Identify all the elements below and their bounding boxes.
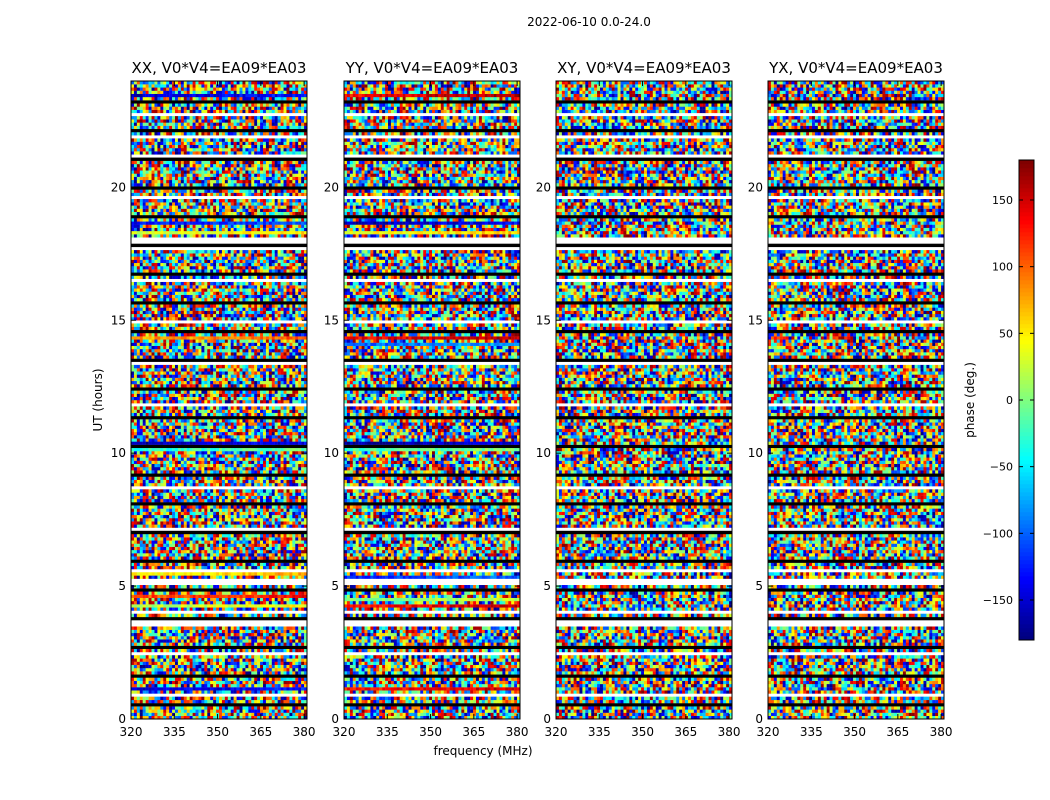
x-tick-label: 380 [506, 725, 529, 739]
x-tick-label: 335 [588, 725, 611, 739]
panel-yx: YX, V0*V4=EA09*EA03 320 335 350 365 380 0 5 10 15… [748, 59, 953, 739]
x-tick-label: 365 [674, 725, 697, 739]
x-tick-label: 320 [545, 725, 568, 739]
y-tick-label: 5 [118, 579, 126, 593]
panel-yx-cells [768, 81, 945, 720]
x-tick-label: 320 [757, 725, 780, 739]
x-tick-label: 320 [333, 725, 356, 739]
colorbar-tick-label: 100 [992, 261, 1013, 274]
panel-yy: YY, V0*V4=EA09*EA03 320 335 350 365 380 0 5 10 15… [324, 59, 529, 739]
y-tick-label: 5 [755, 579, 763, 593]
y-tick-label: 5 [331, 579, 339, 593]
colorbar-tick-label: 50 [999, 327, 1013, 340]
x-tick-label: 365 [886, 725, 909, 739]
panel-yy-cells [344, 81, 521, 720]
figure-suptitle: 2022-06-10 0.0-24.0 [527, 15, 651, 29]
x-tick-label: 380 [930, 725, 953, 739]
colorbar-tick-label: 0 [1006, 394, 1013, 407]
colorbar-gradient [1019, 160, 1034, 641]
x-tick-label: 350 [206, 725, 229, 739]
colorbar-tick-label: −100 [983, 527, 1013, 540]
y-tick-label: 0 [543, 712, 551, 726]
x-tick-label: 380 [293, 725, 316, 739]
x-tick-label: 350 [419, 725, 442, 739]
x-axis-label: frequency (MHz) [433, 744, 532, 758]
colorbar: 150 100 50 0 −50 −100 −150 phase (deg.) [963, 159, 1035, 641]
panel-xy-cells [556, 81, 733, 720]
panel-xx-title: XX, V0*V4=EA09*EA03 [132, 59, 307, 77]
panel-xx-frame [130, 80, 308, 720]
y-tick-label: 10 [324, 446, 339, 460]
panel-yx-frame [767, 80, 945, 720]
panel-xy: XY, V0*V4=EA09*EA03 320 335 350 365 380 0 5 10 15… [536, 59, 741, 739]
y-tick-label: 15 [748, 313, 763, 327]
x-tick-label: 335 [163, 725, 186, 739]
panel-xx-cells [131, 81, 308, 720]
y-tick-label: 15 [324, 313, 339, 327]
y-tick-label: 10 [111, 446, 126, 460]
x-tick-label: 350 [631, 725, 654, 739]
y-tick-label: 20 [324, 180, 339, 194]
panel-yy-title: YY, V0*V4=EA09*EA03 [345, 59, 519, 77]
panel-yx-title: YX, V0*V4=EA09*EA03 [768, 59, 943, 77]
colorbar-tick-label: 150 [992, 194, 1013, 207]
y-tick-label: 10 [536, 446, 551, 460]
x-tick-label: 380 [718, 725, 741, 739]
y-axis-label: UT (hours) [91, 368, 105, 431]
y-tick-label: 20 [536, 180, 551, 194]
panel-yy-frame [343, 80, 521, 720]
colorbar-tick-label: −50 [990, 461, 1013, 474]
colorbar-tick-label: −150 [983, 594, 1013, 607]
panel-xy-frame [555, 80, 733, 720]
y-tick-label: 10 [748, 446, 763, 460]
panel-xy-title: XY, V0*V4=EA09*EA03 [557, 59, 731, 77]
y-tick-label: 0 [331, 712, 339, 726]
x-tick-label: 365 [462, 725, 485, 739]
y-tick-label: 5 [543, 579, 551, 593]
y-tick-label: 15 [536, 313, 551, 327]
x-tick-label: 335 [800, 725, 823, 739]
y-tick-label: 0 [118, 712, 126, 726]
panel-xx: XX, V0*V4=EA09*EA03 320 335 350 365 380 0 5 10 15… [111, 59, 316, 739]
x-tick-label: 350 [843, 725, 866, 739]
x-tick-label: 335 [376, 725, 399, 739]
y-tick-label: 0 [755, 712, 763, 726]
x-tick-label: 320 [120, 725, 143, 739]
y-tick-label: 15 [111, 313, 126, 327]
x-tick-label: 365 [249, 725, 272, 739]
y-tick-label: 20 [748, 180, 763, 194]
panels: XX, V0*V4=EA09*EA03 320 335 350 365 380 0 5 10 15… [111, 59, 953, 739]
y-tick-label: 20 [111, 180, 126, 194]
colorbar-label: phase (deg.) [963, 362, 977, 438]
